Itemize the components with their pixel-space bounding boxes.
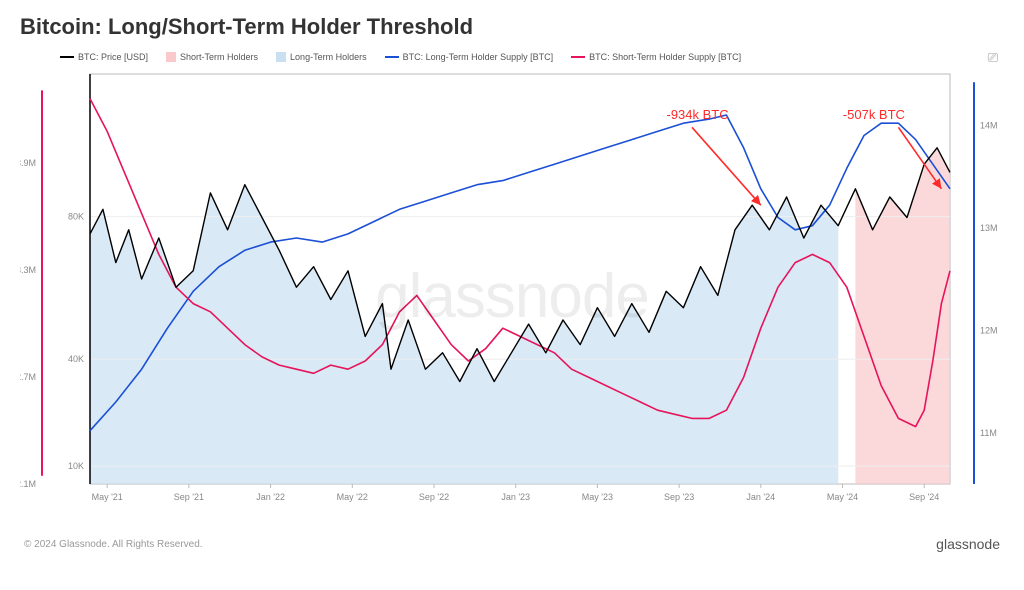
svg-text:Jan '24: Jan '24 bbox=[746, 492, 775, 502]
svg-text:Sep '24: Sep '24 bbox=[909, 492, 939, 502]
legend-line-swatch bbox=[60, 56, 74, 58]
legend-line-swatch bbox=[385, 56, 399, 58]
chart-area: May '21 Sep '21 Jan '22 May '22 Sep '22 Jan '… bbox=[20, 68, 1004, 524]
camera-icon[interactable]: ⎚ bbox=[988, 50, 998, 66]
chart-legend: BTC: Price [USD] Short-Term Holders Long-T… bbox=[20, 52, 1004, 62]
brand-logo: glassnode bbox=[936, 536, 1000, 552]
svg-text:3.9M: 3.9M bbox=[20, 158, 36, 168]
svg-text:Sep '23: Sep '23 bbox=[664, 492, 694, 502]
svg-text:13M: 13M bbox=[980, 223, 998, 233]
svg-text:Sep '21: Sep '21 bbox=[174, 492, 204, 502]
svg-text:Jan '23: Jan '23 bbox=[501, 492, 530, 502]
svg-text:40K: 40K bbox=[68, 354, 84, 364]
legend-item: BTC: Short-Term Holder Supply [BTC] bbox=[571, 52, 741, 62]
svg-text:11M: 11M bbox=[980, 428, 997, 438]
legend-label: BTC: Long-Term Holder Supply [BTC] bbox=[403, 52, 554, 62]
legend-item: BTC: Long-Term Holder Supply [BTC] bbox=[385, 52, 554, 62]
legend-box-swatch bbox=[166, 52, 176, 62]
svg-text:Sep '22: Sep '22 bbox=[419, 492, 449, 502]
footer: © 2024 Glassnode. All Rights Reserved. g… bbox=[20, 536, 1004, 552]
svg-text:80K: 80K bbox=[68, 212, 84, 222]
svg-text:May '23: May '23 bbox=[582, 492, 613, 502]
legend-item: BTC: Price [USD] bbox=[60, 52, 148, 62]
svg-text:2.1M: 2.1M bbox=[20, 479, 36, 489]
svg-text:May '24: May '24 bbox=[827, 492, 858, 502]
svg-text:Jan '22: Jan '22 bbox=[256, 492, 285, 502]
annotation-label: -507k BTC bbox=[843, 107, 905, 122]
svg-text:May '21: May '21 bbox=[92, 492, 123, 502]
legend-label: BTC: Short-Term Holder Supply [BTC] bbox=[589, 52, 741, 62]
svg-text:12M: 12M bbox=[980, 325, 998, 335]
legend-item: Short-Term Holders bbox=[166, 52, 258, 62]
copyright-text: © 2024 Glassnode. All Rights Reserved. bbox=[24, 539, 203, 550]
legend-label: Long-Term Holders bbox=[290, 52, 367, 62]
annotation-label: -934k BTC bbox=[667, 107, 729, 122]
chart-container: Bitcoin: Long/Short-Term Holder Threshol… bbox=[0, 0, 1024, 590]
chart-svg: May '21 Sep '21 Jan '22 May '22 Sep '22 Jan '… bbox=[20, 68, 1004, 524]
svg-text:10K: 10K bbox=[68, 461, 84, 471]
legend-box-swatch bbox=[276, 52, 286, 62]
svg-text:May '22: May '22 bbox=[337, 492, 368, 502]
chart-title: Bitcoin: Long/Short-Term Holder Threshol… bbox=[20, 14, 1004, 40]
legend-item: Long-Term Holders bbox=[276, 52, 367, 62]
legend-label: Short-Term Holders bbox=[180, 52, 258, 62]
legend-label: BTC: Price [USD] bbox=[78, 52, 148, 62]
svg-text:3.3M: 3.3M bbox=[20, 265, 36, 275]
legend-line-swatch bbox=[571, 56, 585, 58]
svg-text:2.7M: 2.7M bbox=[20, 372, 36, 382]
svg-text:14M: 14M bbox=[980, 120, 998, 130]
